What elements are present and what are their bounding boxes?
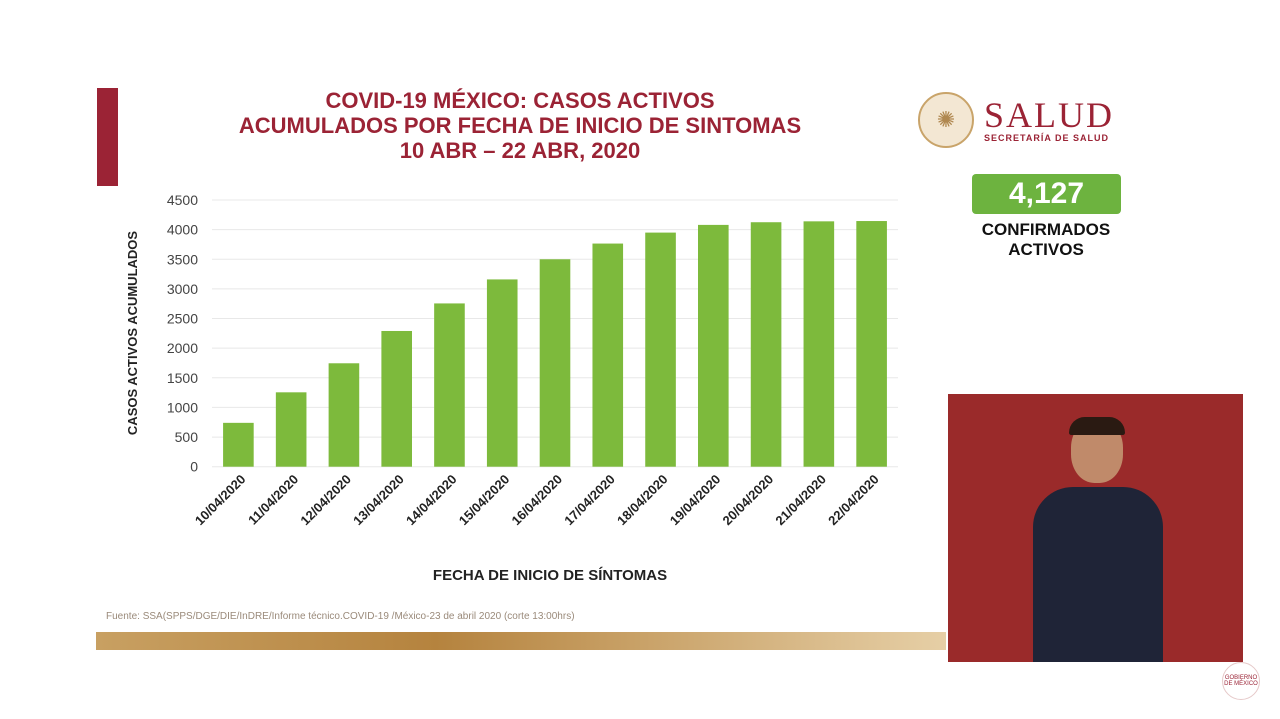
y-tick-label: 1000 [167,399,198,415]
x-tick-label: 21/04/2020 [772,472,829,529]
bar [328,363,360,467]
y-tick-label: 0 [190,459,198,475]
y-tick-label: 4000 [167,222,198,238]
bar [803,221,835,467]
x-tick-label: 14/04/2020 [403,472,460,529]
x-tick-label: 12/04/2020 [297,472,354,529]
title-line: 10 ABR – 22 ABR, 2020 [399,138,641,163]
interpreter [1033,417,1163,662]
chart-title: COVID-19 MÉXICO: CASOS ACTIVOS ACUMULADO… [150,88,890,163]
bar [645,232,676,467]
logo-name: SALUD [984,95,1115,135]
sign-language-interpreter-video [948,394,1243,662]
bar [275,392,307,467]
x-tick-label: 10/04/2020 [192,472,249,529]
bar [856,221,887,467]
accent-bar [97,88,118,186]
x-tick-label: 19/04/2020 [667,472,724,529]
footer-bar [96,632,946,650]
x-tick-label: 15/04/2020 [456,472,513,529]
watermark-logo: GOBIERNO DE MÉXICO [1222,662,1260,700]
bar [592,243,624,467]
y-tick-label: 2000 [167,340,198,356]
y-tick-label: 2500 [167,311,198,327]
title-line: ACUMULADOS POR FECHA DE INICIO DE SINTOM… [238,113,802,138]
bar [750,222,782,467]
badge-label-line: ACTIVOS [1008,240,1084,259]
x-tick-label: 13/04/2020 [350,472,407,529]
bar [698,224,729,467]
seal-icon: ✺ [918,92,974,148]
x-axis-label: FECHA DE INICIO DE SÍNTOMAS [433,567,667,584]
y-tick-label: 4500 [167,192,198,208]
x-tick-label: 11/04/2020 [245,472,301,528]
y-tick-label: 3500 [167,251,198,267]
bar [434,303,465,467]
bar-chart: CASOS ACTIVOS ACUMULADOS FECHA DE INICIO… [125,192,898,584]
badge-label: CONFIRMADOS ACTIVOS [950,220,1142,260]
y-tick-label: 1500 [167,370,198,386]
salud-logo: ✺ SALUD SECRETARÍA DE SALUD [918,92,1114,148]
y-tick-label: 500 [175,429,199,445]
x-tick-label: 17/04/2020 [561,472,618,529]
y-tick-label: 3000 [167,281,198,297]
logo-subtitle: SECRETARÍA DE SALUD [984,133,1110,143]
source-note: Fuente: SSA(SPPS/DGE/DIE/InDRE/Informe t… [106,611,575,622]
bar [223,422,254,467]
title-line: COVID-19 MÉXICO: CASOS ACTIVOS [325,88,715,113]
bar [539,259,571,467]
y-axis-label: CASOS ACTIVOS ACUMULADOS [125,231,140,435]
x-tick-label: 22/04/2020 [825,472,882,529]
badge-label-line: CONFIRMADOS [981,220,1111,239]
x-tick-label: 16/04/2020 [508,472,565,529]
bar [486,279,518,467]
x-tick-label: 20/04/2020 [720,472,777,529]
bar [381,330,412,467]
x-tick-label: 18/04/2020 [614,472,671,529]
active-cases-badge: 4,127 [972,174,1121,214]
